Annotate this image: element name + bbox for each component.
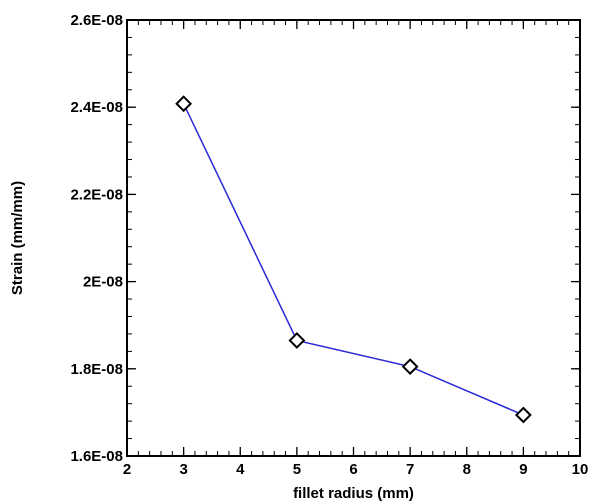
series-line bbox=[182, 103, 524, 416]
x-tick-label: 4 bbox=[236, 461, 245, 478]
x-tick-label: 7 bbox=[406, 461, 414, 478]
x-tick-label: 8 bbox=[463, 461, 471, 478]
x-axis-title: fillet radius (mm) bbox=[293, 485, 414, 502]
x-tick-label: 2 bbox=[123, 461, 131, 478]
y-tick-label: 1.6E-08 bbox=[70, 448, 123, 465]
data-point-diamond bbox=[175, 95, 193, 113]
plot-frame bbox=[126, 19, 581, 457]
y-tick-label: 1.8E-08 bbox=[70, 361, 123, 378]
y-tick-label: 2.2E-08 bbox=[70, 186, 123, 203]
data-series bbox=[175, 95, 532, 424]
y-tick-label: 2E-08 bbox=[83, 274, 123, 291]
tick-labels: 2 3 4 5 6 7 8 9 10 1.6E-08 1.8E-08 2E-08 2.2E-08 2.4E… bbox=[70, 12, 588, 478]
axis-ticks bbox=[126, 19, 581, 457]
data-point-diamond bbox=[288, 332, 306, 349]
x-tick-label: 10 bbox=[572, 461, 589, 478]
y-tick-label: 2.4E-08 bbox=[70, 99, 123, 116]
y-axis-title: Strain (mm/mm) bbox=[9, 181, 26, 295]
x-tick-label: 3 bbox=[179, 461, 187, 478]
x-tick-label: 9 bbox=[519, 461, 527, 478]
x-tick-label: 5 bbox=[293, 461, 301, 478]
y-tick-label: 2.6E-08 bbox=[70, 12, 123, 29]
x-tick-label: 6 bbox=[349, 461, 357, 478]
data-point-diamond bbox=[401, 358, 419, 376]
data-point-diamond bbox=[514, 406, 532, 424]
